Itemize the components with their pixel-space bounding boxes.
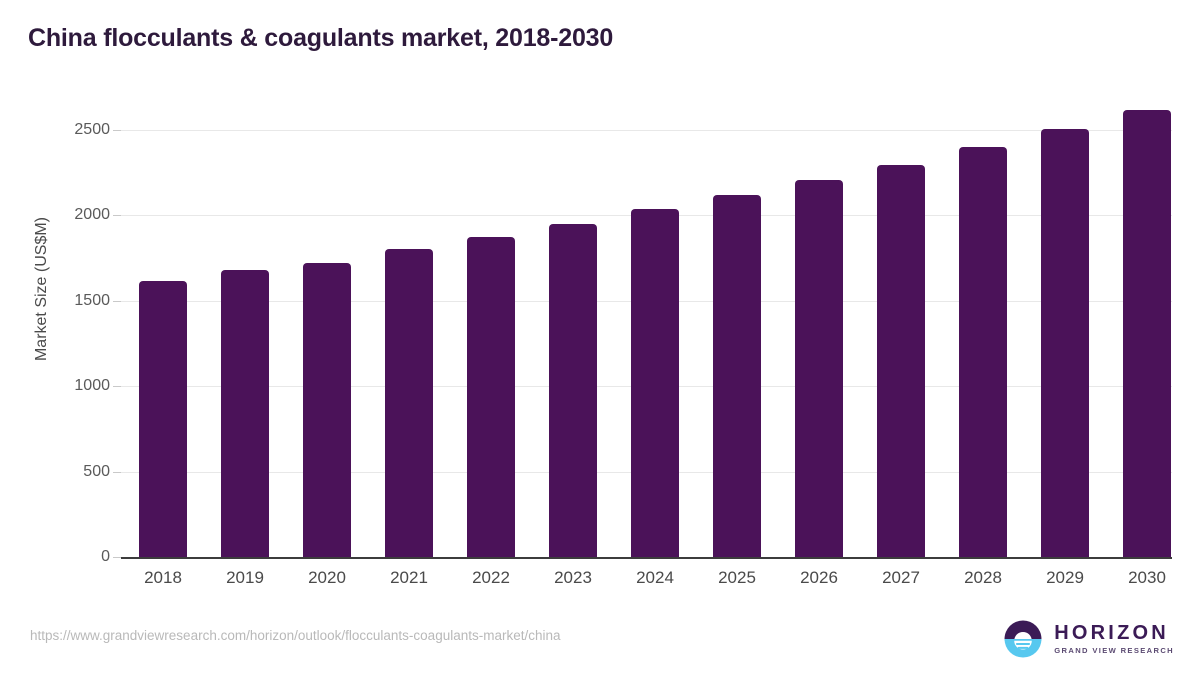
y-axis-tick-label: 2000 [74,206,110,224]
bar-2018[interactable] [139,281,187,557]
y-axis-tick-label: 1500 [74,291,110,309]
x-axis-tick-label-2023: 2023 [554,568,592,587]
bar-2024[interactable] [631,208,679,557]
x-axis-tick-label-2022: 2022 [472,568,510,587]
y-axis-tick-mark [113,386,121,388]
y-axis-tick-label: 2500 [74,121,110,138]
horizon-logo-text: HORIZON GRAND VIEW RESEARCH [1054,621,1174,655]
page-title: China flocculants & coagulants market, 2… [28,24,614,52]
x-axis-tick-label-2029: 2029 [1046,568,1084,587]
y-axis-tick-label: 1000 [74,377,110,395]
bar-2021[interactable] [385,249,433,557]
bar-2025[interactable] [713,195,761,557]
bar-2030[interactable] [1123,110,1171,557]
horizon-logo-icon [1004,620,1042,658]
y-axis-tick-mark [113,130,121,131]
bar-2026[interactable] [795,179,843,557]
y-axis-tick-mark [113,471,121,473]
y-axis-tick-label: 0 [101,548,110,565]
bar-2020[interactable] [303,263,351,557]
gridline [121,130,1172,131]
y-axis-tick-label: 500 [83,462,110,480]
x-axis-tick-label-2028: 2028 [964,568,1002,587]
logo-wordmark: HORIZON [1054,621,1169,644]
bar-2028[interactable] [959,147,1007,557]
x-axis-tick-label-2020: 2020 [308,568,346,587]
x-axis-tick-label-2030: 2030 [1128,568,1166,587]
x-axis-tick-label-2025: 2025 [718,568,756,587]
logo-tagline: GRAND VIEW RESEARCH [1054,645,1174,655]
y-axis-tick-mark [113,557,121,558]
y-axis-tick-mark [113,215,121,217]
x-axis-tick-label-2027: 2027 [882,568,920,587]
x-axis-tick-label-2024: 2024 [636,568,674,587]
x-axis-tick-label-2026: 2026 [800,568,838,587]
y-axis-tick-mark [113,300,121,302]
bar-2027[interactable] [877,164,925,557]
x-axis-tick-label-2021: 2021 [390,568,428,587]
bar-2019[interactable] [221,270,269,557]
x-axis-tick-label-2018: 2018 [144,568,182,587]
x-axis-line [121,557,1172,559]
source-url[interactable]: https://www.grandviewresearch.com/horizo… [30,628,561,643]
bar-2029[interactable] [1041,128,1089,557]
bar-2023[interactable] [549,223,597,557]
x-axis-tick-label-2019: 2019 [226,568,264,587]
horizon-logo: HORIZON GRAND VIEW RESEARCH [1001,617,1174,661]
bar-2022[interactable] [467,236,515,557]
